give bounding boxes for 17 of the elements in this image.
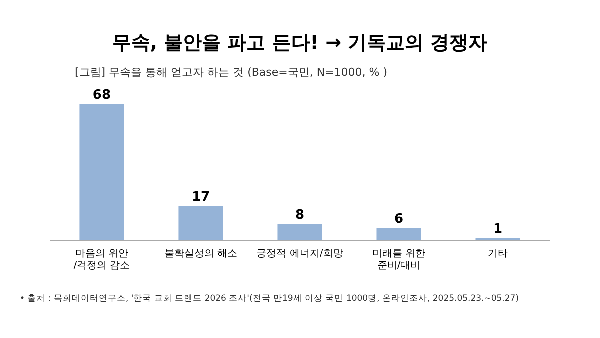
bar bbox=[178, 206, 224, 240]
bar bbox=[278, 224, 322, 240]
text: • 출처 : 목회데이터연구소, '한국 교회 트렌드 2026 조사'(전국 만19세 이상 국민 1000명, 온라인조사, 2025.05.23.~05.27) bbox=[20, 294, 520, 304]
data-label: 17 bbox=[192, 190, 210, 205]
chart-subtitle: [그림] 무속을 통해 얻고자 하는 것 (Base=국민, N=1000, % ) bbox=[75, 66, 388, 79]
x-tick-label: 미래를 위한 준비/대비 bbox=[372, 248, 426, 272]
chart-title: 무속, 불안을 파고 든다! → 기독교의 경쟁자 bbox=[112, 32, 488, 54]
data-label: 68 bbox=[92, 88, 112, 103]
x-tick-label: 마음의 위안 /걱정의 감소 bbox=[74, 248, 130, 272]
bar bbox=[376, 228, 422, 240]
data-label: 8 bbox=[295, 208, 305, 223]
x-tick-label: 불확실성의 해소 bbox=[164, 248, 238, 260]
x-tick-label: 긍정적 에너지/희망 bbox=[256, 248, 344, 260]
data-label: 6 bbox=[394, 212, 404, 227]
bar bbox=[80, 104, 124, 240]
data-label: 1 bbox=[493, 222, 503, 237]
x-tick-label: 기타 bbox=[488, 248, 508, 260]
